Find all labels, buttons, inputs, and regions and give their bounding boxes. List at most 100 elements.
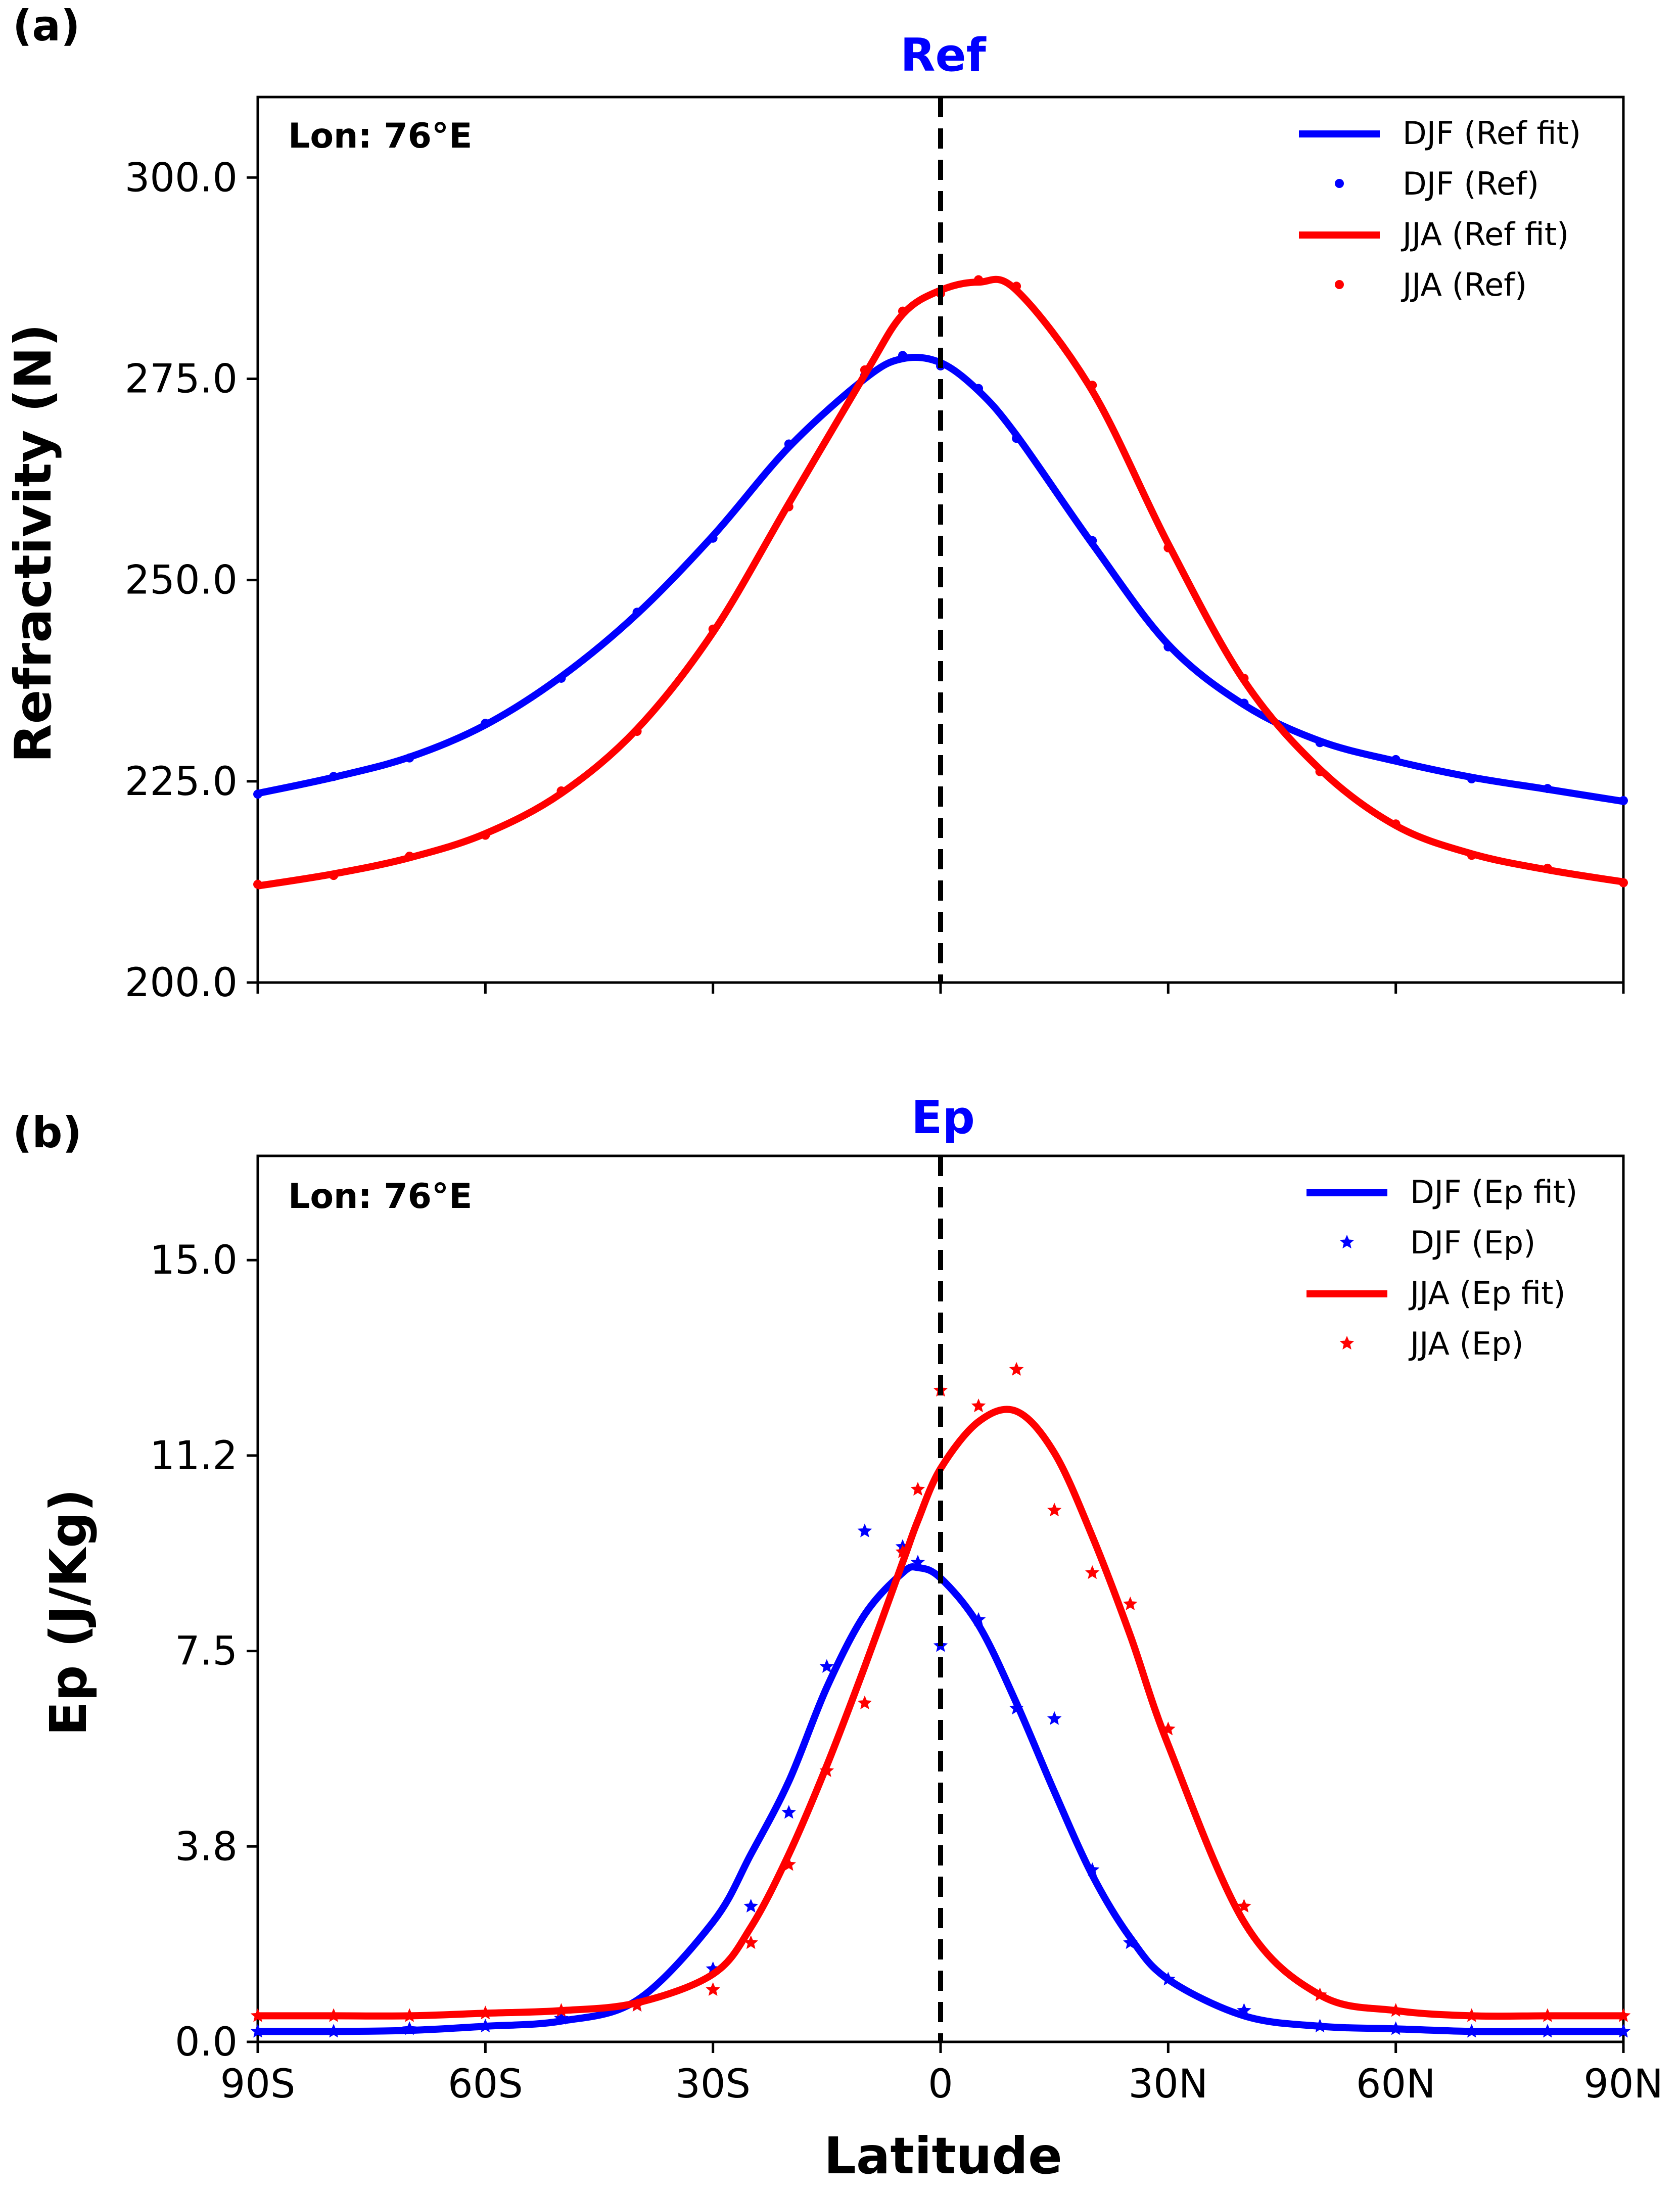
- data-point-b-djf-ep-16: [1047, 1711, 1062, 1725]
- data-point-b-jja-ep-25: [1616, 2008, 1631, 2022]
- data-point-a-djf-ref-6: [708, 533, 718, 543]
- data-point-a-djf-ref-11: [974, 384, 984, 393]
- data-point-b-djf-ep-7: [743, 1898, 758, 1912]
- data-point-b-djf-ep-21: [1313, 2019, 1327, 2033]
- data-point-b-djf-ep-19: [1161, 1972, 1176, 1986]
- data-point-a-djf-ref-19: [1543, 784, 1552, 794]
- legend-b: DJF (Ep fit) DJF (Ep) JJA (Ep fit) JJA (Ep): [1306, 1174, 1577, 1362]
- chart-title-ref: Ref: [900, 29, 986, 82]
- y-tick-label-a-1: 225.0: [125, 759, 238, 805]
- legend-label-b-djf-ep: DJF (Ep): [1410, 1224, 1535, 1261]
- data-point-b-djf-ep-17: [1085, 1862, 1100, 1876]
- panel-b-ep: (b) Ep Ep (J/Kg) 90S 60S 30S 0 30N 60N 90N 0.0 3…: [13, 1091, 1663, 2185]
- data-point-a-jja-ref-19: [1543, 863, 1552, 873]
- data-point-a-jja-ref-3: [481, 830, 490, 840]
- data-point-b-jja-ep-6: [706, 1982, 720, 1996]
- data-point-a-jja-ref-2: [405, 851, 414, 861]
- y-tick-label-a-0: 200.0: [125, 960, 238, 1006]
- data-point-a-djf-ref-0: [253, 789, 262, 799]
- data-point-a-djf-ref-12: [1012, 434, 1021, 443]
- data-point-a-jja-ref-15: [1239, 673, 1249, 683]
- data-point-a-djf-ref-20: [1619, 796, 1628, 806]
- data-point-b-djf-ep-8: [781, 1805, 796, 1819]
- data-point-a-jja-ref-8: [860, 365, 869, 375]
- data-point-a-jja-ref-9: [898, 306, 907, 316]
- y-tick-label-a-2: 250.0: [125, 558, 238, 603]
- chart-title-ep: Ep: [911, 1091, 975, 1144]
- data-point-b-jja-ep-9: [819, 1763, 834, 1777]
- data-point-a-jja-ref-20: [1619, 878, 1628, 888]
- axes-ticks-a: 200.0 225.0 250.0 275.0 300.0: [125, 155, 1625, 1006]
- data-point-a-jja-ref-13: [1088, 381, 1097, 390]
- legend-label-a-djf-ref-fit: DJF (Ref fit): [1403, 115, 1581, 152]
- legend-swatch-b-jja-ep: [1339, 1336, 1355, 1350]
- legend-swatch-b-djf-ep: [1339, 1235, 1355, 1249]
- data-point-a-jja-ref-18: [1467, 851, 1476, 860]
- legend-label-a-jja-ref: JJA (Ref): [1401, 266, 1527, 303]
- y-tick-label-b-1: 3.8: [175, 1824, 238, 1870]
- data-point-b-jja-ep-10: [857, 1695, 872, 1709]
- data-point-a-jja-ref-12: [1012, 282, 1021, 291]
- legend-label-b-jja-ep: JJA (Ep): [1408, 1325, 1524, 1362]
- data-point-a-jja-ref-7: [784, 502, 794, 511]
- data-point-a-djf-ref-15: [1239, 698, 1249, 708]
- data-point-b-djf-ep-22: [1388, 2021, 1403, 2035]
- series-line-b-jja-ep-fit: [257, 1406, 1623, 2020]
- panel-label-b: (b): [13, 1108, 82, 1157]
- data-point-b-jja-ep-15: [1009, 1362, 1024, 1376]
- x-tick-label-b-0: 90S: [220, 2062, 296, 2107]
- data-point-b-djf-ep-10: [857, 1523, 872, 1537]
- data-point-b-jja-ep-16: [1047, 1503, 1062, 1517]
- data-point-b-jja-ep-22: [1388, 2003, 1403, 2017]
- data-point-b-djf-ep-3: [478, 2019, 493, 2033]
- data-point-b-jja-ep-23: [1464, 2008, 1479, 2022]
- data-point-a-djf-ref-3: [481, 719, 490, 728]
- data-point-b-jja-ep-24: [1540, 2008, 1555, 2022]
- data-point-b-djf-ep-14: [971, 1612, 986, 1626]
- y-axis-label-refractivity: Refractivity (N): [4, 324, 63, 763]
- y-tick-label-a-4: 300.0: [125, 155, 238, 201]
- legend-a: DJF (Ref fit) DJF (Ref) JJA (Ref fit) JJA (…: [1299, 115, 1581, 303]
- y-tick-label-b-3: 11.2: [150, 1433, 238, 1479]
- data-point-b-djf-ep-12: [910, 1555, 925, 1569]
- data-point-a-djf-ref-17: [1391, 755, 1401, 764]
- panel-label-a: (a): [13, 1, 80, 51]
- data-point-b-jja-ep-2: [402, 2008, 417, 2022]
- y-axis-label-ep: Ep (J/Kg): [39, 1489, 98, 1736]
- data-point-a-djf-ref-4: [556, 673, 566, 683]
- x-tick-label-b-1: 60S: [448, 2062, 523, 2107]
- data-point-b-jja-ep-5: [630, 1997, 644, 2012]
- data-point-a-jja-ref-1: [329, 871, 339, 880]
- x-axis-label-latitude: Latitude: [824, 2126, 1062, 2185]
- data-point-a-jja-ref-4: [556, 786, 566, 796]
- data-point-b-djf-ep-18: [1123, 1935, 1138, 1949]
- y-tick-label-b-2: 7.5: [175, 1629, 238, 1674]
- x-tick-label-b-6: 90N: [1583, 2062, 1663, 2107]
- data-point-b-jja-ep-3: [478, 2005, 493, 2020]
- data-point-b-jja-ep-11: [895, 1544, 910, 1558]
- x-tick-label-b-5: 60N: [1356, 2062, 1436, 2107]
- data-point-b-djf-ep-9: [819, 1659, 834, 1673]
- data-point-b-djf-ep-1: [326, 2024, 341, 2038]
- x-tick-label-b-4: 30N: [1129, 2062, 1208, 2107]
- data-point-b-djf-ep-23: [1464, 2024, 1479, 2038]
- data-point-a-djf-ref-14: [1163, 642, 1173, 651]
- data-point-b-djf-ep-24: [1540, 2024, 1555, 2038]
- data-point-b-jja-ep-8: [781, 1857, 796, 1871]
- legend-label-a-jja-ref-fit: JJA (Ref fit): [1401, 216, 1569, 253]
- plot-area-b: 90S 60S 30S 0 30N 60N 90N 0.0 3.8 7.5 11.2 15.0: [150, 1154, 1663, 2107]
- data-point-b-jja-ep-14: [971, 1398, 986, 1413]
- data-point-a-djf-ref-5: [632, 608, 642, 617]
- panel-a-refractivity: (a) Ref Refractivity (N) 200.0 225.0 250.0…: [4, 1, 1628, 1006]
- data-point-b-jja-ep-21: [1313, 1987, 1327, 2001]
- data-point-a-jja-ref-5: [632, 727, 642, 736]
- data-point-b-jja-ep-18: [1123, 1596, 1138, 1610]
- data-point-b-jja-ep-17: [1085, 1565, 1100, 1579]
- data-point-a-djf-ref-13: [1088, 536, 1097, 545]
- legend-label-b-jja-ep-fit: JJA (Ep fit): [1408, 1275, 1566, 1312]
- data-point-a-djf-ref-7: [784, 439, 794, 449]
- data-point-a-djf-ref-18: [1467, 774, 1476, 784]
- data-point-b-jja-ep-0: [250, 2008, 265, 2022]
- longitude-annotation-b: Lon: 76°E: [288, 1177, 472, 1217]
